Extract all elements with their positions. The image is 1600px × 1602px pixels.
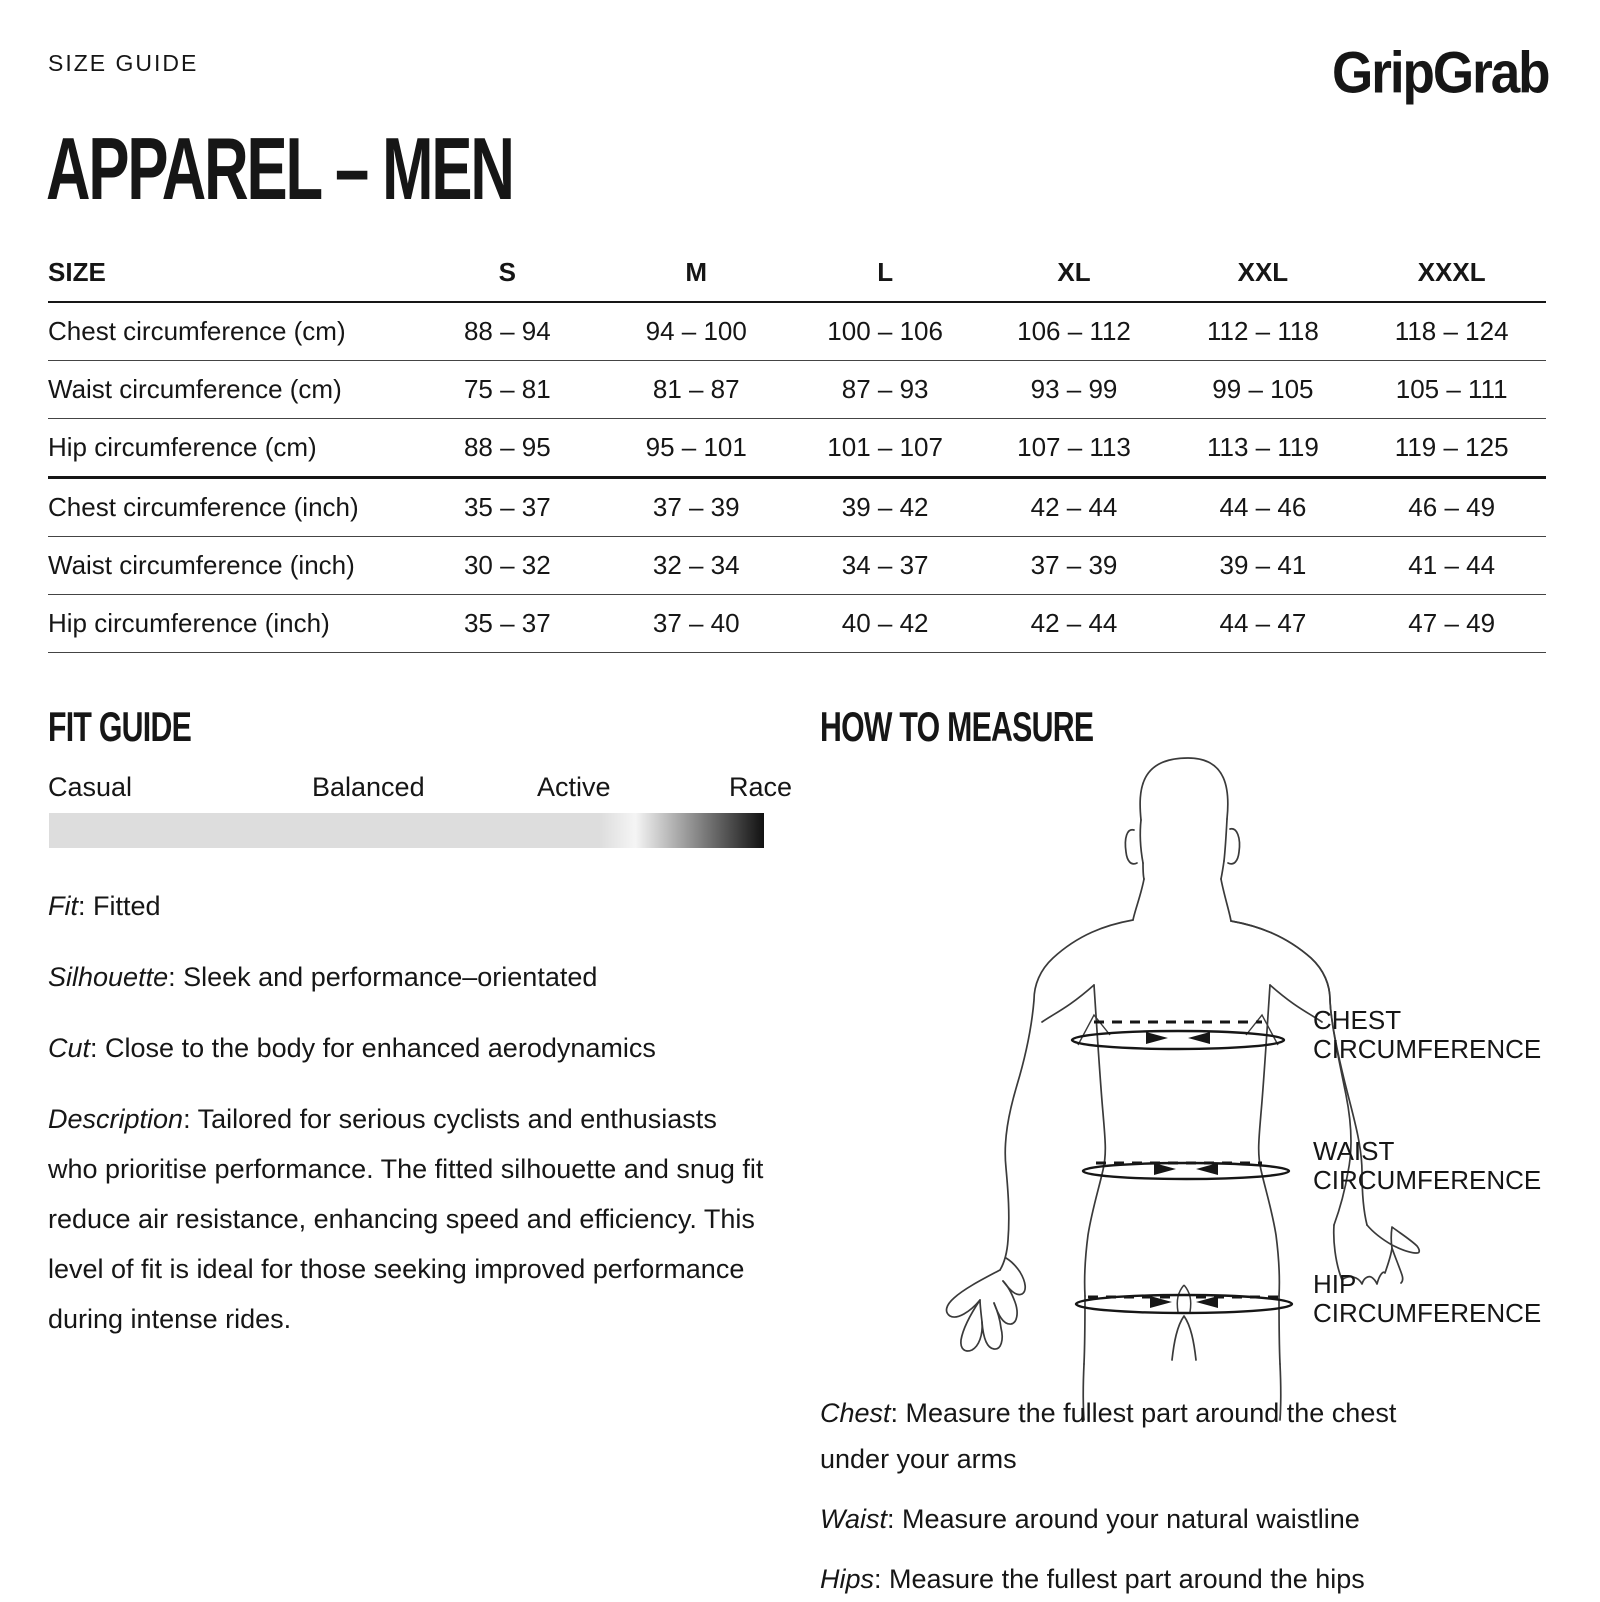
svg-text:CIRCUMFERENCE: CIRCUMFERENCE bbox=[1313, 1298, 1541, 1328]
svg-text:CIRCUMFERENCE: CIRCUMFERENCE bbox=[1313, 1034, 1541, 1064]
svg-text:CHEST: CHEST bbox=[1313, 1005, 1401, 1035]
svg-text:HIP: HIP bbox=[1313, 1269, 1356, 1299]
svg-text:WAIST: WAIST bbox=[1313, 1136, 1394, 1166]
svg-text:CIRCUMFERENCE: CIRCUMFERENCE bbox=[1313, 1165, 1541, 1195]
